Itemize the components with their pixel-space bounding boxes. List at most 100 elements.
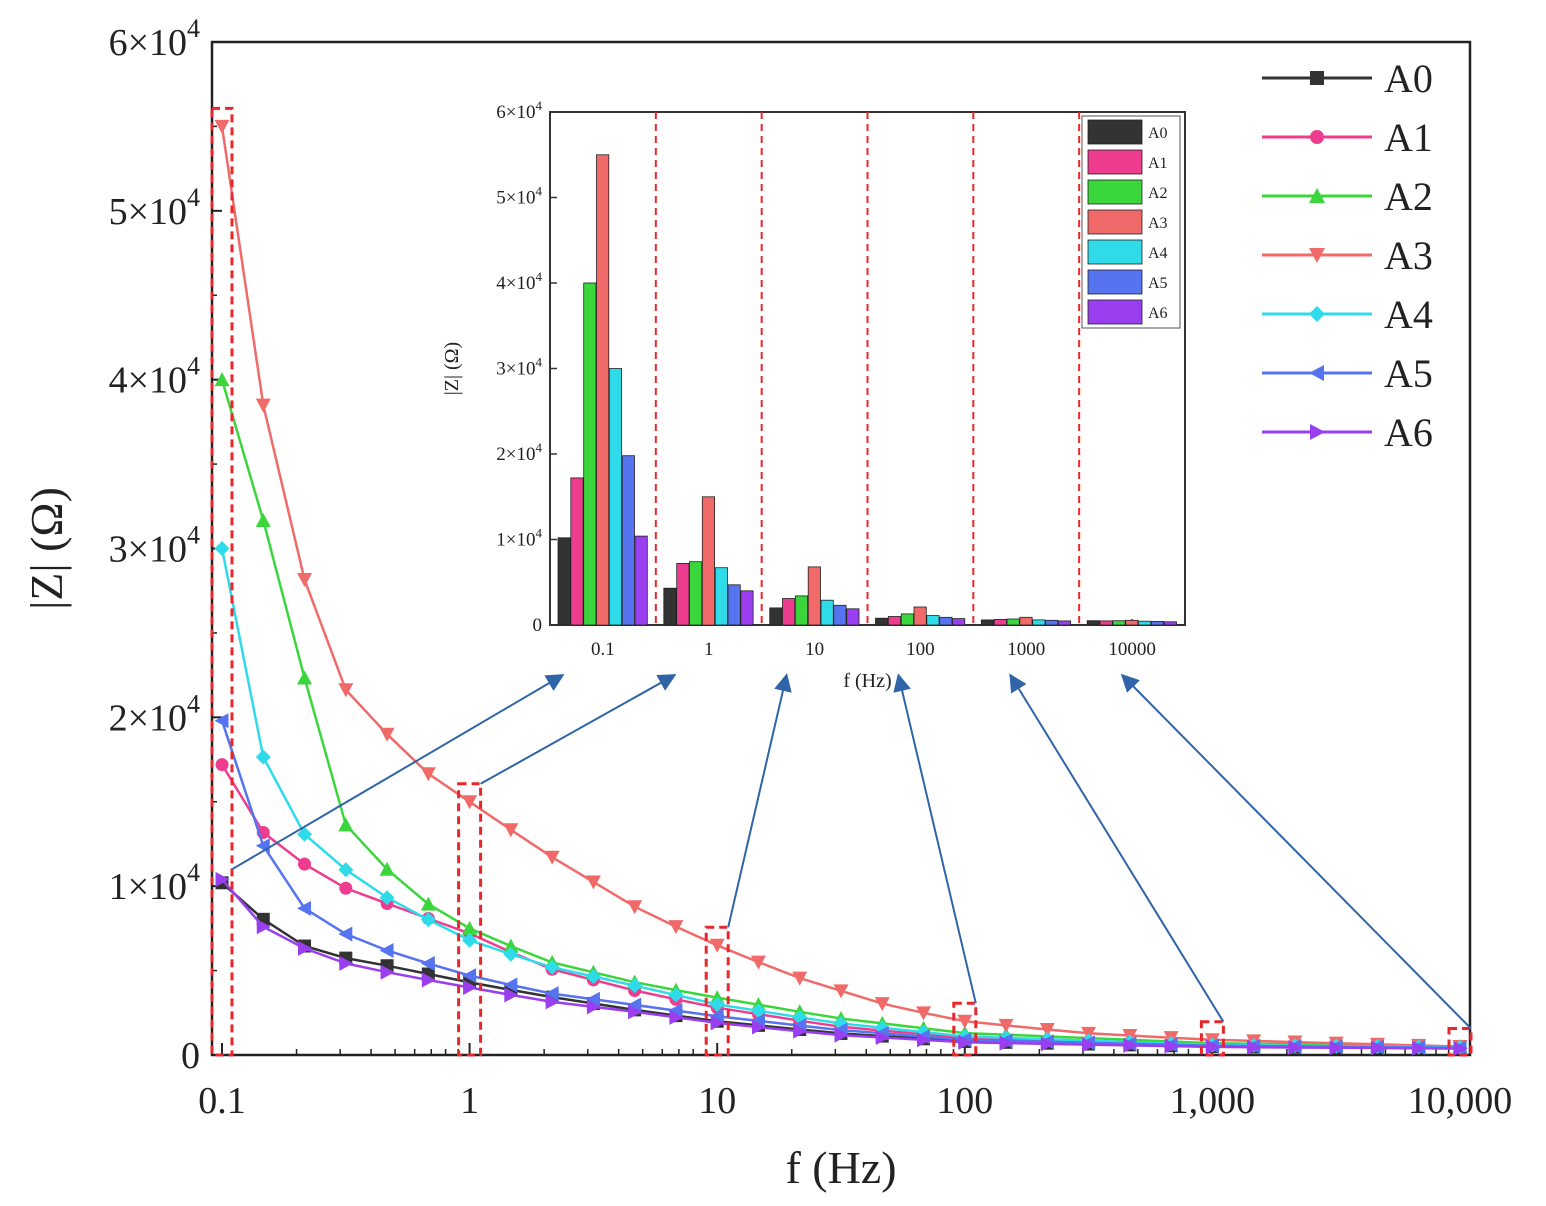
- legend-label: A5: [1384, 351, 1433, 396]
- legend-item-a5: A5: [1262, 351, 1433, 396]
- inset-bar: [596, 154, 610, 626]
- inset-y-tick-label: 6×104: [496, 98, 542, 123]
- series-marker: [1310, 424, 1325, 440]
- inset-bar: [583, 282, 597, 626]
- inset-bar: [557, 537, 571, 626]
- series-marker: [380, 964, 395, 980]
- inset-bar: [676, 563, 690, 626]
- highlight-box: [952, 1001, 978, 1057]
- series-marker: [750, 955, 766, 970]
- y-tick-mantissa: 4×10: [109, 360, 187, 402]
- y-tick-exponent: 4: [187, 858, 200, 887]
- inset-bar: [769, 607, 783, 626]
- inset-y-tick-exponent: 4: [536, 184, 543, 199]
- inset-bar: [1045, 619, 1059, 626]
- highlight-box: [457, 782, 483, 1057]
- inset-legend-label: A6: [1148, 305, 1168, 322]
- inset-bar: [689, 561, 703, 626]
- series-marker: [709, 938, 725, 953]
- series-marker: [544, 959, 560, 975]
- series-marker: [255, 749, 271, 765]
- highlight-box: [704, 925, 730, 1057]
- inset-bar: [782, 598, 796, 626]
- y-tick-mantissa: 5×10: [109, 191, 187, 233]
- inset-legend-item-a1: A1: [1087, 149, 1168, 175]
- series-marker: [338, 683, 354, 698]
- zoom-arrow: [1120, 673, 1472, 1030]
- inset-legend-swatch: [1087, 179, 1143, 205]
- series-marker: [834, 1027, 849, 1043]
- series-marker: [420, 955, 435, 971]
- inset-bar: [663, 587, 677, 626]
- inset-series-a0: [557, 537, 1100, 626]
- series-marker: [1040, 1036, 1055, 1052]
- series-marker: [339, 955, 354, 971]
- inset-bar: [1019, 616, 1033, 626]
- inset-bar: [570, 477, 584, 626]
- series-marker: [750, 1003, 766, 1019]
- legend-item-a3: A3: [1262, 233, 1433, 278]
- series-marker: [585, 968, 601, 984]
- series-marker: [1288, 1039, 1303, 1055]
- inset-bar: [727, 584, 741, 626]
- x-tick-label: 0.1: [198, 1080, 246, 1122]
- inset-bar: [939, 616, 953, 626]
- inset-x-tick-label: 10: [805, 639, 824, 660]
- series-marker: [750, 1013, 765, 1029]
- highlight-box: [1199, 1020, 1225, 1057]
- series-marker: [545, 994, 560, 1010]
- inset-y-tick-exponent: 4: [536, 98, 543, 113]
- y-tick-exponent: 4: [187, 689, 200, 718]
- y-tick-label: 0: [181, 1035, 200, 1077]
- inset-legend-item-a6: A6: [1087, 299, 1168, 325]
- inset-series-a4: [608, 368, 1152, 626]
- y-tick-mantissa: 2×10: [109, 697, 187, 739]
- inset-bar: [820, 599, 834, 626]
- series-marker: [1370, 1040, 1385, 1056]
- series-marker: [462, 795, 478, 810]
- inset-bar: [1138, 620, 1152, 626]
- series-marker: [1082, 1037, 1097, 1053]
- series-marker: [627, 997, 642, 1013]
- inset-x-axis-label: f (Hz): [843, 670, 891, 692]
- inset-legend-swatch: [1087, 269, 1143, 295]
- series-marker: [420, 896, 436, 911]
- inset-y-tick-label: 5×104: [496, 184, 542, 209]
- inset-y-tick-exponent: 4: [536, 355, 543, 370]
- series-marker: [627, 900, 643, 915]
- series-a6: [215, 871, 1468, 1057]
- inset-bar: [714, 567, 728, 626]
- series-marker: [462, 968, 477, 984]
- series-line: [220, 720, 1461, 1050]
- legend-item-a4: A4: [1262, 292, 1433, 337]
- series-marker: [255, 512, 271, 527]
- inset-bar: [993, 619, 1007, 626]
- series-marker: [709, 996, 725, 1012]
- inset-bar: [1057, 620, 1072, 626]
- series-marker: [585, 991, 600, 1007]
- inset-x-tick-label: 10000: [1108, 639, 1156, 660]
- legend-label: A2: [1384, 174, 1433, 219]
- series-marker: [1205, 1039, 1220, 1055]
- y-tick-label: 1×104: [109, 858, 200, 908]
- series-marker: [420, 912, 436, 928]
- series-marker: [338, 926, 353, 942]
- inset-legend-item-a3: A3: [1087, 209, 1168, 235]
- highlight-boxes: [210, 106, 1473, 1057]
- inset-bar: [875, 617, 889, 626]
- inset-bar: [740, 590, 754, 626]
- series-marker: [420, 767, 436, 782]
- x-tick-label: 10: [698, 1080, 736, 1122]
- legend-item-a2: A2: [1262, 174, 1433, 219]
- series-marker: [503, 823, 519, 838]
- inset-y-tick-label: 3×104: [496, 355, 542, 380]
- inset-series-a1: [570, 477, 1113, 626]
- series-marker: [298, 940, 313, 956]
- series-marker: [338, 817, 354, 832]
- series-marker: [669, 1009, 684, 1025]
- inset-bar: [634, 535, 648, 626]
- y-tick-exponent: 4: [187, 352, 200, 381]
- inset-bar: [608, 368, 622, 626]
